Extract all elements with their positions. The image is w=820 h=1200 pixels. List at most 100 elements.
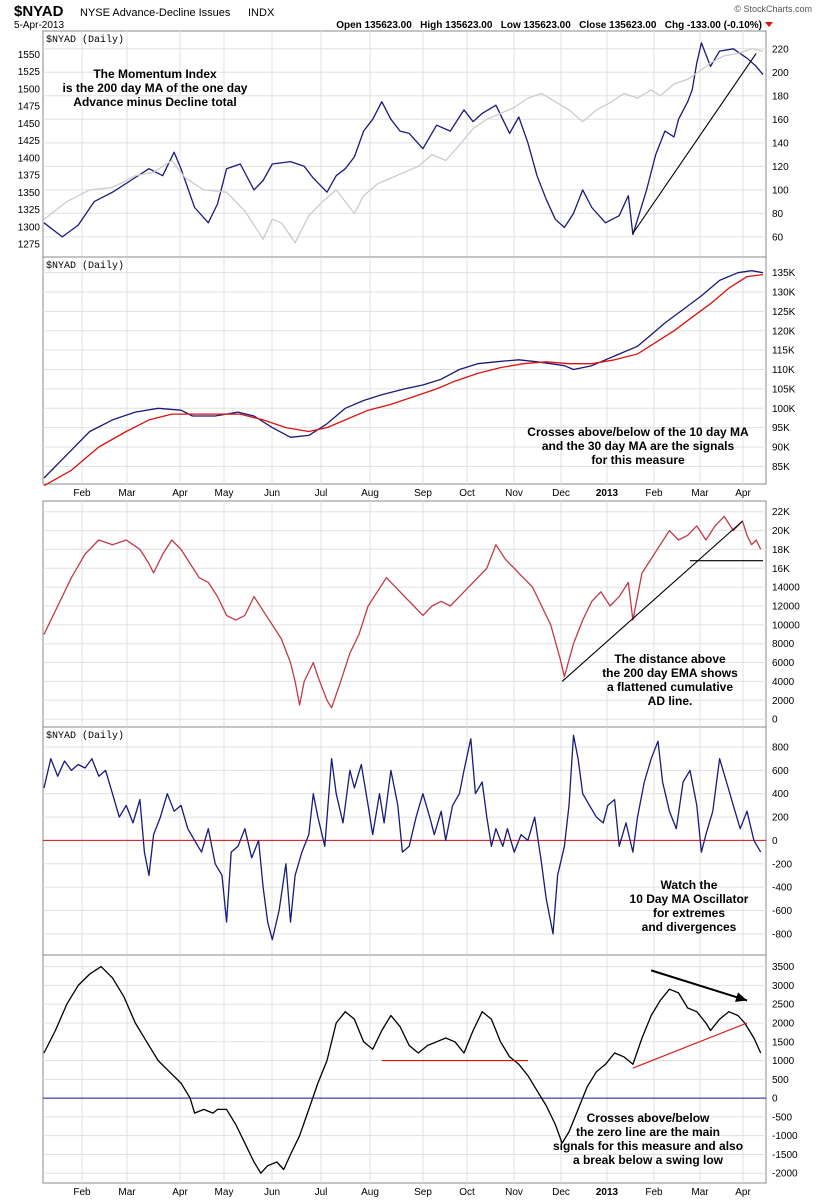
right-tick-label: 105K <box>772 384 796 395</box>
chart-symbol: $NYAD <box>14 3 64 20</box>
right-tick-label: 115K <box>772 346 795 357</box>
right-tick-label: 180 <box>772 91 789 102</box>
left-tick-label: 1375 <box>18 171 41 182</box>
right-tick-label: 20K <box>772 526 790 537</box>
panel-tag: $NYAD (Daily) <box>46 34 124 46</box>
right-tick-label: 60 <box>772 232 784 243</box>
right-tick-label: 85K <box>772 462 790 473</box>
right-tick-label: 140 <box>772 138 789 149</box>
x-axis-month-label: May <box>215 1187 234 1198</box>
chart-panel-momentum: 60 80 100 120 140 160 180 200 220 1275 1300 1325 135… <box>18 30 789 258</box>
ohlc-readout: Open 135623.00 High 135623.00 Low 135623… <box>336 20 762 31</box>
chart-panel-distance_above_ema: 0 2000 4000 6000 8000 10000 12000 14000 16K 18K 20… <box>42 500 800 728</box>
x-axis-month-label: 2013 <box>596 1187 619 1198</box>
x-axis-month-label: Sep <box>414 1187 432 1198</box>
annotation-text: and divergences <box>642 920 737 934</box>
series-line-distance-above-200-day-ema <box>43 515 762 709</box>
right-tick-label: -400 <box>772 883 792 894</box>
left-tick-label: 1300 <box>18 222 41 233</box>
panel-tag: $NYAD (Daily) <box>46 730 124 742</box>
right-tick-label: 2500 <box>772 1000 795 1011</box>
left-tick-label: 1425 <box>18 136 41 147</box>
annotation-text: 10 Day MA Oscillator <box>630 892 749 906</box>
right-tick-label: 120 <box>772 162 789 173</box>
right-tick-label: 12000 <box>772 601 800 612</box>
series-line-10-day-ma <box>43 270 764 479</box>
annotation-text: the 200 day EMA shows <box>602 666 738 680</box>
left-tick-label: 1550 <box>18 50 41 61</box>
x-axis-month-label: Aug <box>361 1187 379 1198</box>
trendline <box>632 1022 748 1069</box>
right-tick-label: 95K <box>772 423 790 434</box>
x-axis-month-label: Jul <box>315 1187 328 1198</box>
x-axis-month-label: May <box>215 488 234 499</box>
x-axis-month-label: Jun <box>264 1187 280 1198</box>
right-tick-label: 220 <box>772 44 789 55</box>
right-tick-label: 2000 <box>772 696 795 707</box>
annotation-text: is the 200 day MA of the one day <box>63 81 248 95</box>
x-axis-month-label: Dec <box>552 488 570 499</box>
right-tick-label: 22K <box>772 507 790 518</box>
watermark: © StockCharts.com <box>734 4 812 14</box>
x-axis-month-label: Nov <box>505 488 523 499</box>
left-tick-label: 1325 <box>18 205 41 216</box>
annotation-text: and the 30 day MA are the signals <box>542 439 735 453</box>
trendline <box>561 520 743 682</box>
left-tick-label: 1400 <box>18 153 41 164</box>
x-axis-month-label: Mar <box>118 1187 136 1198</box>
series-line-momentum-index-prior-year- <box>43 48 764 244</box>
annotation-text: a break below a swing low <box>573 1153 724 1167</box>
x-axis-month-label: Jun <box>264 488 280 499</box>
right-tick-label: -2000 <box>772 1169 798 1180</box>
x-axis-month-label: Apr <box>172 1187 188 1198</box>
left-tick-label: 1475 <box>18 102 41 113</box>
x-axis-month-label: Mar <box>118 488 136 499</box>
right-tick-label: 6000 <box>772 658 795 669</box>
annotation-text: The distance above <box>614 652 726 666</box>
panel-frame <box>42 256 767 485</box>
x-axis-month-label: Dec <box>552 1187 570 1198</box>
right-tick-label: 1500 <box>772 1037 795 1048</box>
right-tick-label: 18K <box>772 545 790 556</box>
down-arrow-icon <box>765 22 773 27</box>
right-tick-label: 1000 <box>772 1056 795 1067</box>
right-tick-label: 125K <box>772 307 796 318</box>
chart-name: NYSE Advance-Decline Issues <box>80 7 231 19</box>
right-tick-label: 0 <box>772 1094 778 1105</box>
annotation-text: the zero line are the main <box>576 1125 720 1139</box>
right-tick-label: -1000 <box>772 1131 798 1142</box>
annotation-text: The Momentum Index <box>93 67 217 81</box>
left-tick-label: 1450 <box>18 119 41 130</box>
series-line-30-day-ma <box>43 273 764 487</box>
series-line-summation <box>43 965 762 1174</box>
right-tick-label: 3500 <box>772 962 795 973</box>
left-tick-label: 1525 <box>18 67 41 78</box>
right-tick-label: 110K <box>772 365 795 376</box>
right-tick-label: 160 <box>772 115 789 126</box>
x-axis-month-label: Feb <box>73 1187 91 1198</box>
right-tick-label: 130K <box>772 288 796 299</box>
chart-panel-ma_oscillator: -800 -600 -400 -200 0 200 400 600 800 $NYAD (Dail… <box>42 726 792 956</box>
series-line-momentum-index-200-day-ma-of-a-d- <box>43 42 764 238</box>
trend-arrow-shaft <box>650 969 748 1002</box>
x-axis-month-label: Apr <box>735 488 751 499</box>
right-tick-label: 0 <box>772 836 778 847</box>
trendline <box>632 53 757 234</box>
x-axis-month-label: Sep <box>414 488 432 499</box>
right-tick-label: -1500 <box>772 1150 798 1161</box>
right-tick-label: 200 <box>772 68 789 79</box>
right-tick-label: 100 <box>772 185 789 196</box>
annotation-text: a flattened cumulative <box>607 680 733 694</box>
annotation-text: Watch the <box>661 878 718 892</box>
annotation-text: signals for this measure and also <box>553 1139 743 1153</box>
left-tick-label: 1350 <box>18 188 41 199</box>
annotation-text: AD line. <box>648 694 693 708</box>
right-tick-label: -200 <box>772 859 792 870</box>
x-axis-month-label: Oct <box>459 488 475 499</box>
right-tick-label: 10000 <box>772 620 800 631</box>
right-tick-label: -600 <box>772 906 792 917</box>
right-tick-label: 8000 <box>772 639 795 650</box>
x-axis-month-label: Oct <box>459 1187 475 1198</box>
right-tick-label: 16K <box>772 564 790 575</box>
chart-date: 5-Apr-2013 <box>14 20 64 31</box>
